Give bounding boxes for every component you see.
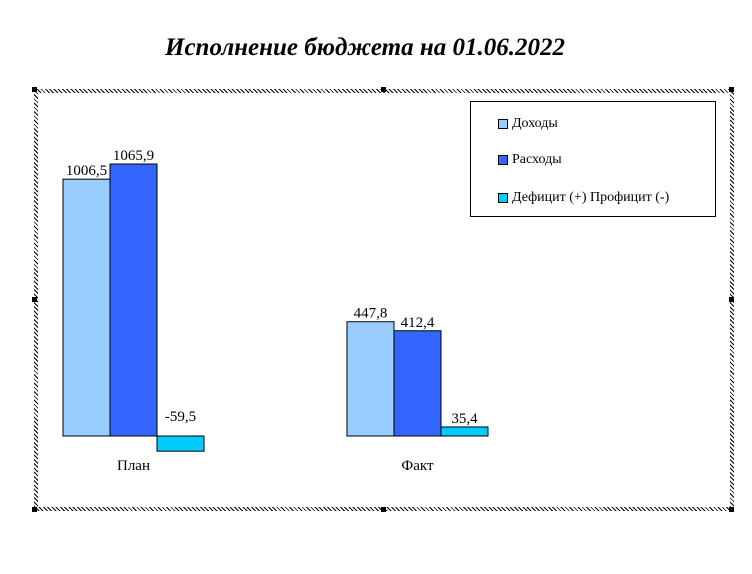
legend-item-deficit: Дефицит (+) Профицит (-) xyxy=(498,188,669,208)
chart-title: Исполнение бюджета на 01.06.2022 xyxy=(165,34,565,61)
resize-handle-bottom[interactable] xyxy=(381,507,386,512)
legend-label-expenses: Расходы xyxy=(512,152,562,167)
legend-swatch-expenses xyxy=(498,155,508,165)
data-label-expenses-2: 412,4 xyxy=(401,315,435,331)
data-label-income-1: 1006,5 xyxy=(66,163,107,179)
resize-handle-bottom-left[interactable] xyxy=(32,507,37,512)
category-label-2: Факт xyxy=(401,458,434,474)
bar-deficit-1[interactable] xyxy=(156,435,205,452)
legend-item-income: Доходы xyxy=(498,114,558,134)
resize-handle-bottom-right[interactable] xyxy=(729,507,734,512)
legend-label-deficit: Дефицит (+) Профицит (-) xyxy=(512,190,670,205)
resize-handle-top-right[interactable] xyxy=(729,87,734,92)
resize-handle-top[interactable] xyxy=(381,87,386,92)
legend-item-expenses: Расходы xyxy=(498,150,562,170)
bar-income-2[interactable] xyxy=(346,321,395,437)
resize-handle-left[interactable] xyxy=(32,297,37,302)
chart-legend[interactable]: Доходы Расходы Дефицит (+) Профицит (-) xyxy=(470,101,716,217)
bar-deficit-2[interactable] xyxy=(440,426,489,437)
data-label-deficit-2: 35,4 xyxy=(451,411,478,427)
resize-handle-top-left[interactable] xyxy=(32,87,37,92)
data-label-deficit-1: -59,5 xyxy=(165,409,196,425)
category-label-1: План xyxy=(117,458,150,474)
bar-income-1[interactable] xyxy=(62,178,111,437)
legend-swatch-deficit xyxy=(498,193,508,203)
resize-handle-right[interactable] xyxy=(729,297,734,302)
data-label-expenses-1: 1065,9 xyxy=(113,148,154,164)
bar-expenses-2[interactable] xyxy=(393,330,442,437)
data-label-income-2: 447,8 xyxy=(354,306,388,322)
legend-label-income: Доходы xyxy=(512,116,558,131)
legend-swatch-income xyxy=(498,119,508,129)
bar-expenses-1[interactable] xyxy=(109,163,158,437)
